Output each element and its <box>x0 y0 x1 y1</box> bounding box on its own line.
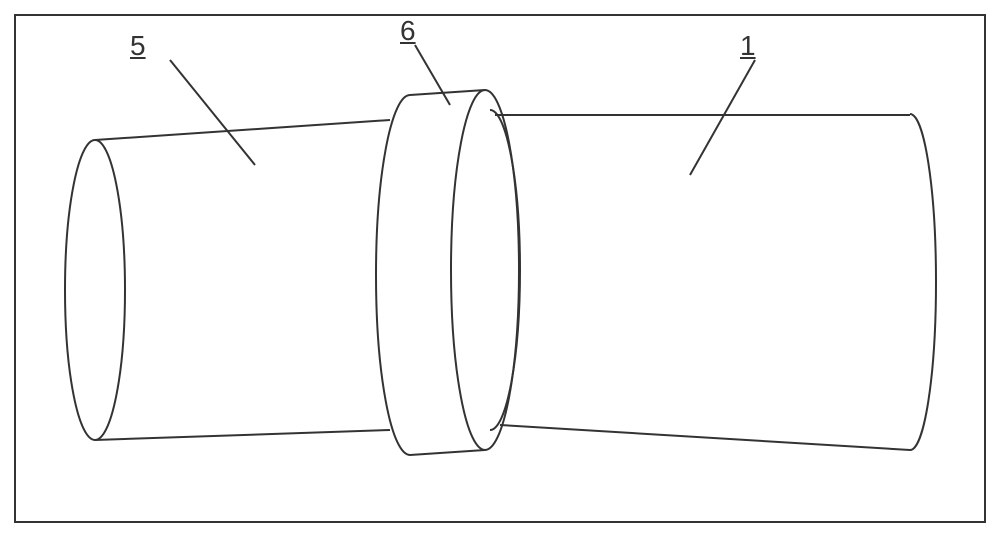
diagram-container: 5 6 1 <box>0 0 1000 537</box>
technical-drawing <box>0 0 1000 537</box>
callout-label-1: 1 <box>740 30 756 62</box>
callout-label-5: 5 <box>130 30 146 62</box>
callout-label-6: 6 <box>400 15 416 47</box>
